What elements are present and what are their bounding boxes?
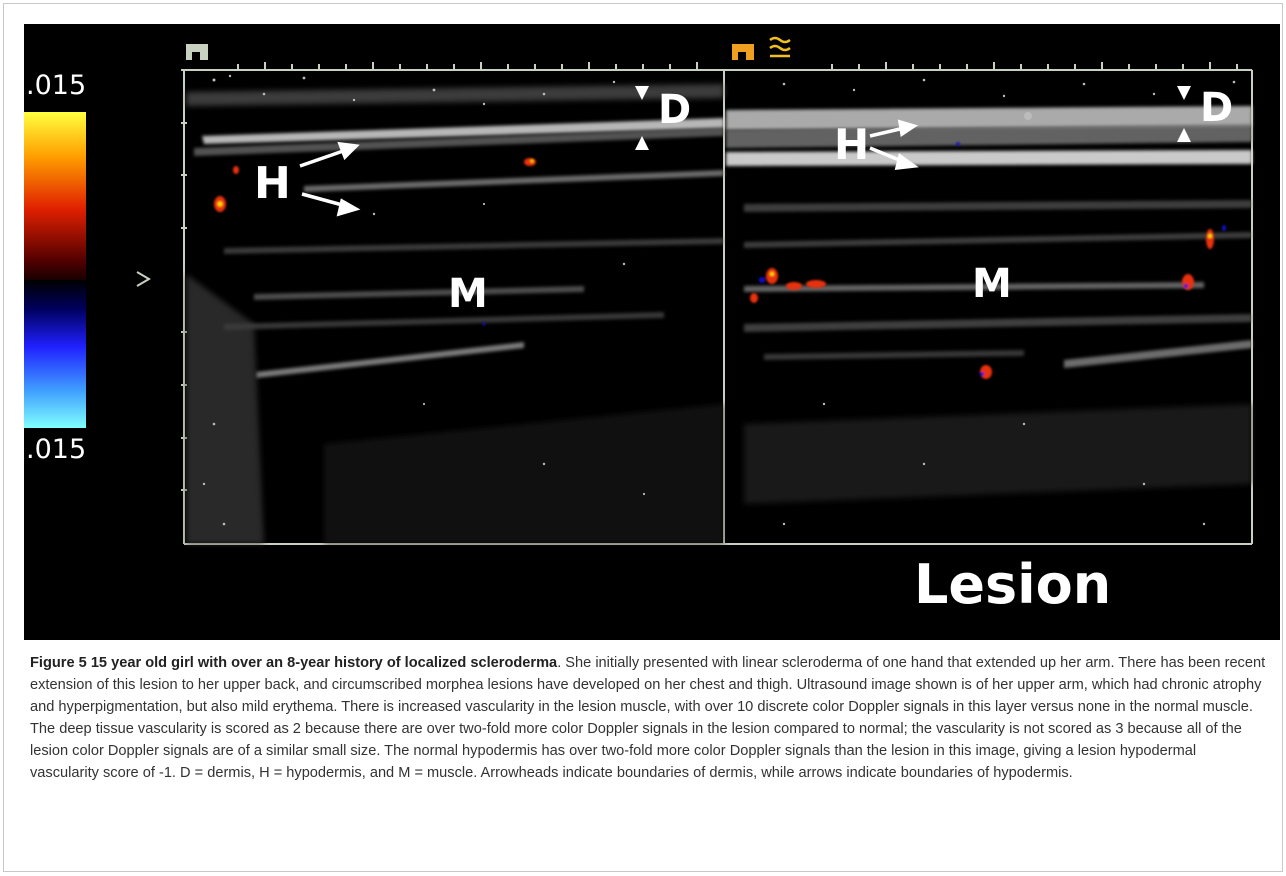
dermis-arrowheads [635,86,1191,150]
wave-icon [769,36,791,58]
probe-icon-right [732,44,754,60]
speckle [202,74,1236,526]
top-axis-ticks [237,62,1238,70]
right-dermis-label: D [1200,85,1234,131]
lesion-label: Lesion [914,553,1112,616]
figure-container: .015 .015 D H M D H M Lesion Figure 5 15… [3,3,1283,872]
hypodermis-arrows [299,119,919,217]
probe-icon-left [186,44,208,60]
ultrasound-graphic [24,36,1253,545]
left-dermis-label: D [658,87,692,133]
caption-title: Figure 5 15 year old girl with over an 8… [30,655,558,671]
caption-body: . She initially presented with linear sc… [30,655,1266,781]
color-scale-top-label: .015 [26,70,87,101]
left-hypodermis-label: H [254,158,291,209]
right-hypodermis-label: H [834,120,870,169]
depth-marker-icon [136,271,151,287]
figure-caption: Figure 5 15 year old girl with over an 8… [30,652,1266,784]
ultrasound-image: .015 .015 D H M D H M Lesion [24,24,1280,640]
doppler-signals [214,142,1226,379]
left-panel-tissue [186,84,724,544]
color-scale-bar [24,112,86,428]
color-scale-bottom-label: .015 [26,434,87,465]
right-muscle-label: M [972,261,1012,307]
right-panel-tissue [726,106,1252,504]
left-muscle-label: M [448,271,488,317]
